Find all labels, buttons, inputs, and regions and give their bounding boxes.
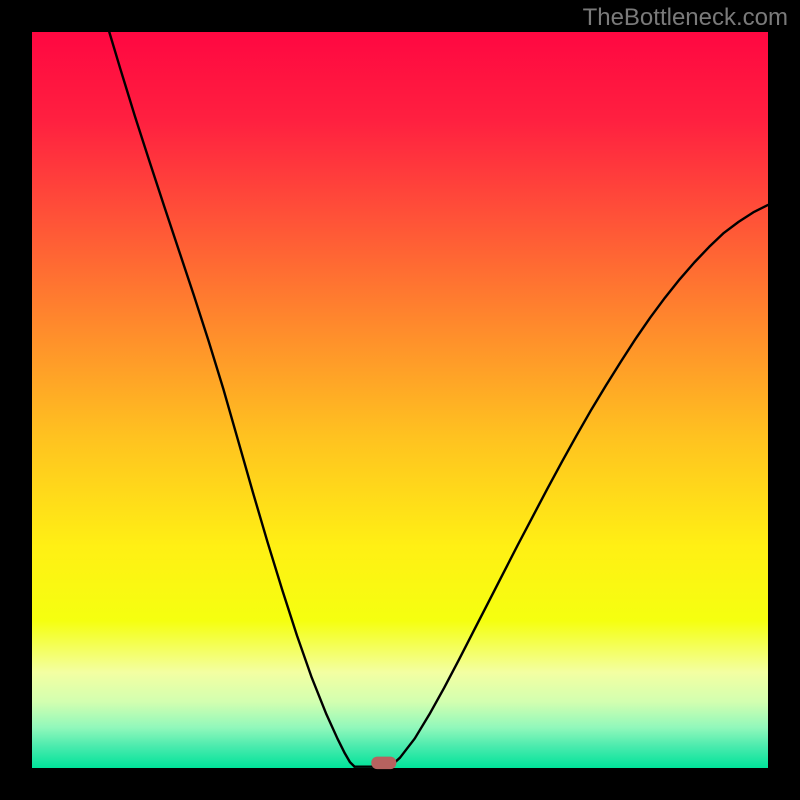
- bottleneck-marker: [371, 757, 396, 770]
- watermark-text: TheBottleneck.com: [583, 4, 788, 32]
- bottleneck-chart: [0, 0, 800, 800]
- chart-container: TheBottleneck.com: [0, 0, 800, 800]
